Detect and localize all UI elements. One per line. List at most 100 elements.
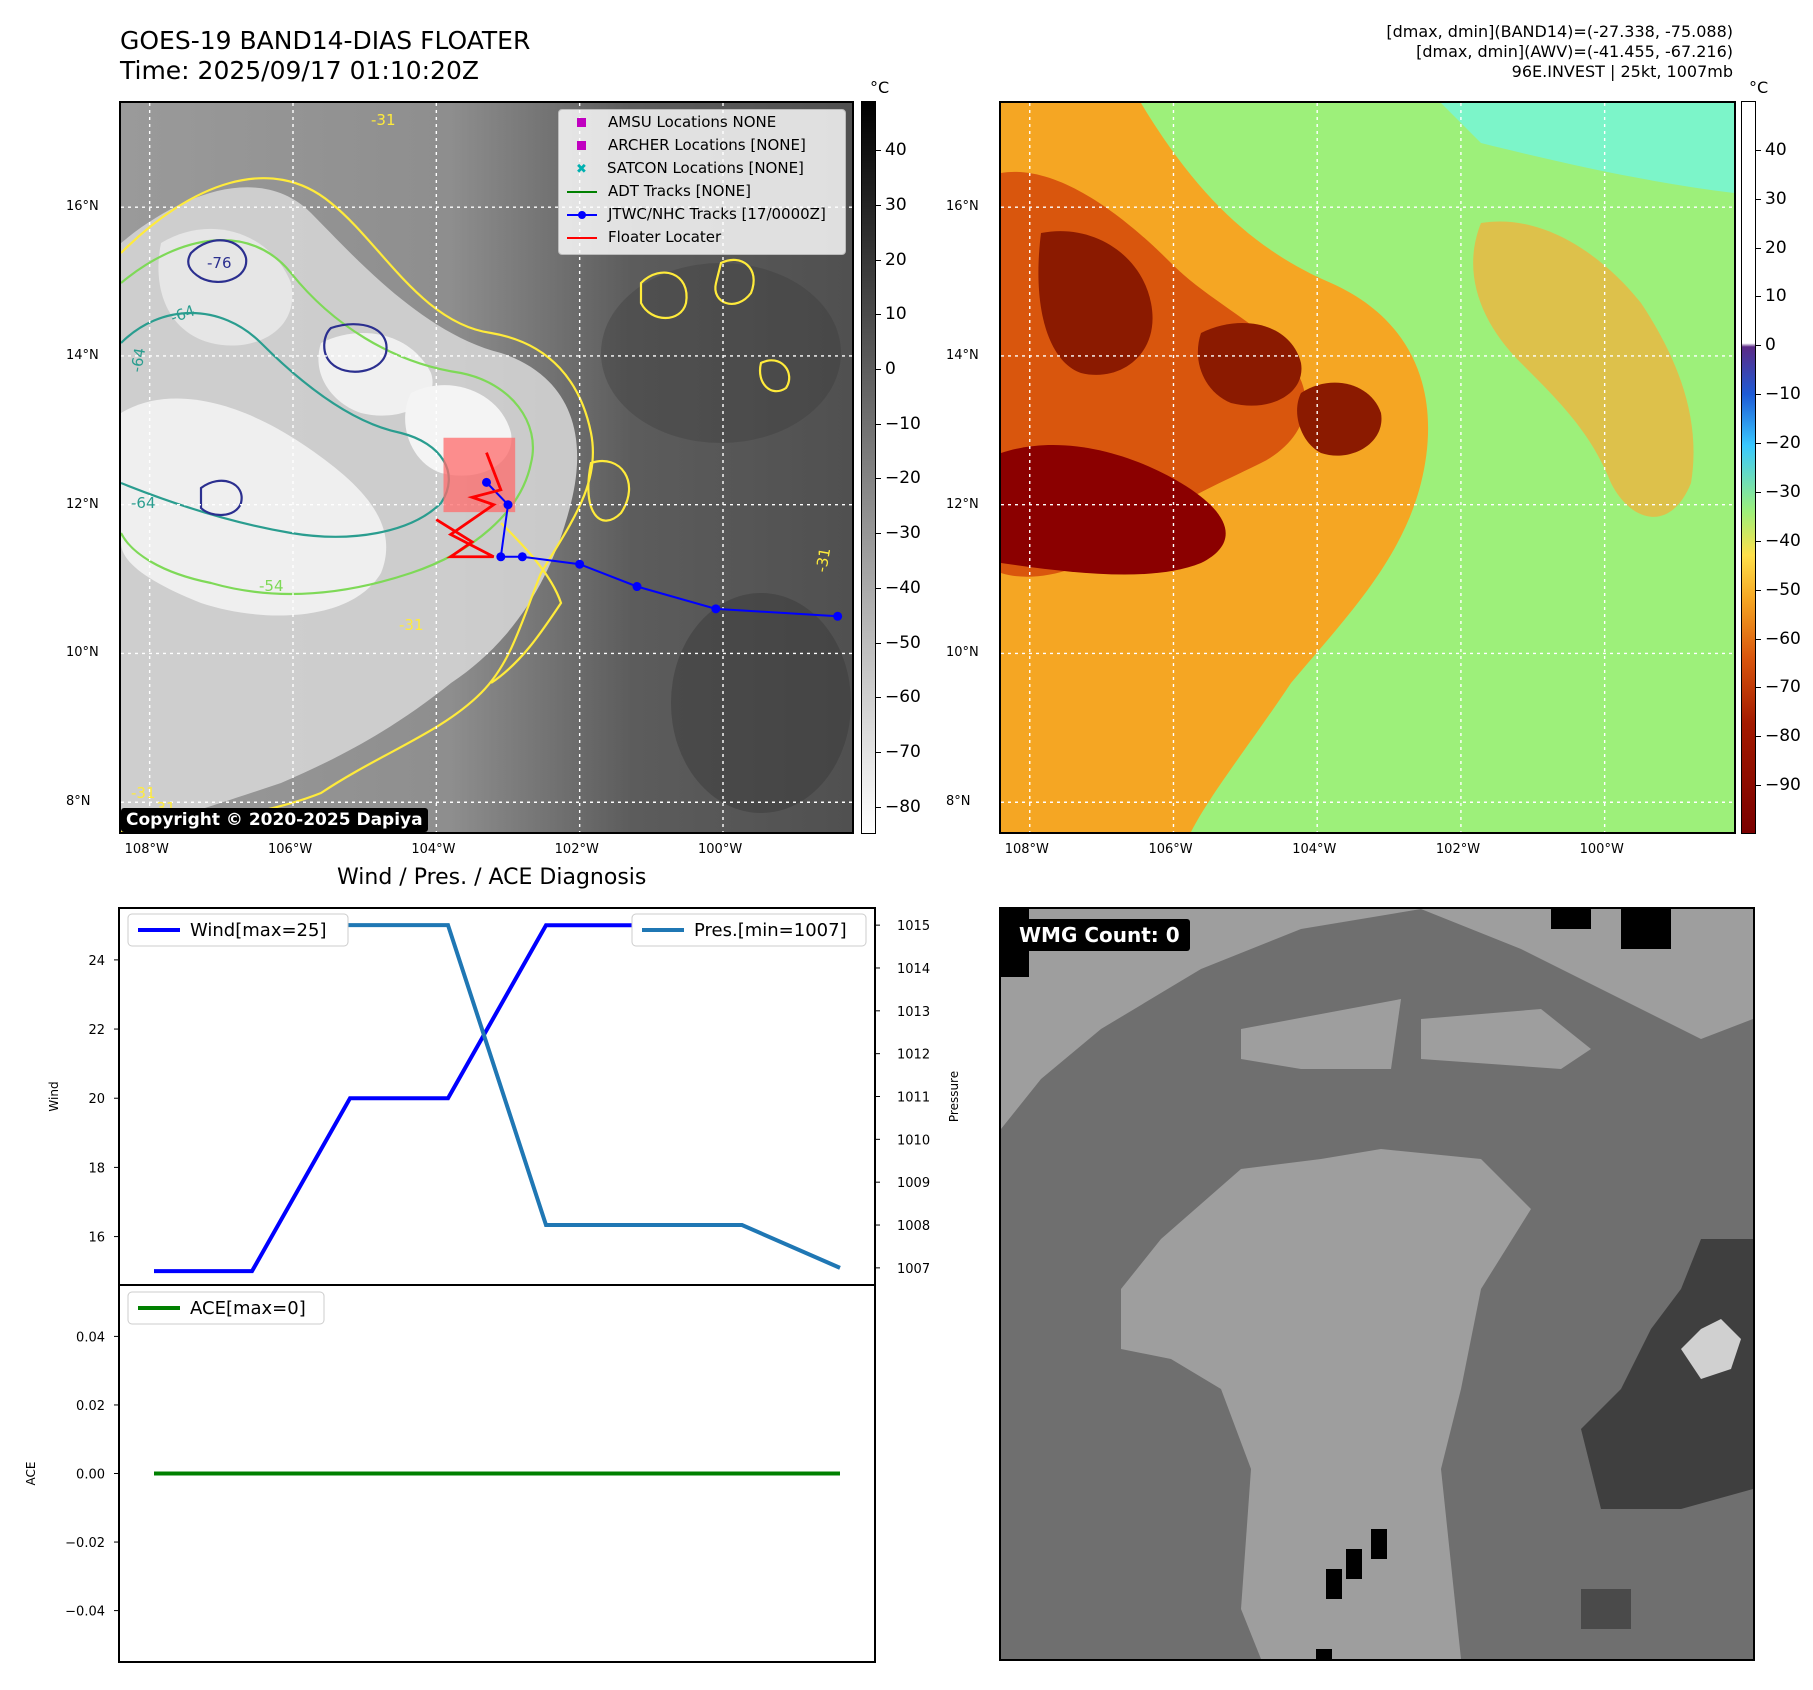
pressure-tick-label: 1009 xyxy=(897,1176,930,1191)
pressure-tick-label: 1010 xyxy=(897,1133,930,1148)
legend-label: AMSU Locations NONE xyxy=(608,113,776,131)
pressure-series-line xyxy=(154,925,840,1268)
awv-colorbar xyxy=(1741,101,1756,834)
colorbar-tick-mark xyxy=(1756,785,1761,786)
pressure-tick-label: 1013 xyxy=(897,1005,930,1020)
wind-tick-label: 16 xyxy=(88,1231,105,1246)
colorbar-tick-label: −40 xyxy=(885,578,921,598)
legend-item-jtwc: JTWC/NHC Tracks [17/0000Z] xyxy=(567,204,826,224)
wind-tick-label: 24 xyxy=(88,954,105,969)
colorbar-tick-mark xyxy=(876,643,881,644)
square-marker-icon xyxy=(577,118,586,127)
wmg-black-cell xyxy=(1316,1649,1332,1659)
legend-item-amsu: AMSU Locations NONE xyxy=(567,112,776,132)
colorbar-tick-mark xyxy=(876,752,881,753)
contour-label: -76 xyxy=(207,254,232,272)
legend-item-floater: Floater Locater xyxy=(567,227,721,247)
lat-tick-label: 14°N xyxy=(946,348,979,363)
lon-tick-label: 106°W xyxy=(268,842,312,857)
meta-line-3: 96E.INVEST | 25kt, 1007mb xyxy=(1386,62,1733,82)
lat-tick-label: 16°N xyxy=(66,199,99,214)
pressure-legend-label: Pres.[min=1007] xyxy=(694,920,847,941)
ir-colorbar xyxy=(861,101,876,834)
lat-tick-label: 10°N xyxy=(66,645,99,660)
wmg-dark-cell xyxy=(1581,1589,1631,1629)
colorbar-tick-mark xyxy=(876,478,881,479)
legend-item-archer: ARCHER Locations [NONE] xyxy=(567,135,806,155)
title-line-1: GOES-19 BAND14-DIAS FLOATER xyxy=(120,26,530,56)
jtwc-track-point xyxy=(833,612,842,621)
colorbar-tick-mark xyxy=(1756,541,1761,542)
lon-tick-label: 104°W xyxy=(411,842,455,857)
pressure-tick-label: 1014 xyxy=(897,962,930,977)
pressure-tick-label: 1012 xyxy=(897,1048,930,1063)
wind-tick-label: 22 xyxy=(88,1023,105,1038)
awv-map-svg xyxy=(1001,103,1734,832)
colorbar-tick-mark xyxy=(1756,443,1761,444)
chart-title: GOES-19 BAND14-DIAS FLOATER Time: 2025/0… xyxy=(120,26,530,86)
colorbar-tick-label: −70 xyxy=(885,742,921,762)
square-marker-icon xyxy=(577,141,586,150)
lon-tick-label: 108°W xyxy=(1005,842,1049,857)
colorbar-tick-label: −10 xyxy=(1765,384,1801,404)
legend-label: SATCON Locations [NONE] xyxy=(607,159,804,177)
legend-label: ADT Tracks [NONE] xyxy=(608,182,751,200)
lon-tick-label: 100°W xyxy=(698,842,742,857)
line-dot-marker-icon xyxy=(567,214,597,216)
colorbar-tick-label: −10 xyxy=(885,414,921,434)
legend-label: JTWC/NHC Tracks [17/0000Z] xyxy=(608,205,826,223)
colorbar-tick-mark xyxy=(876,314,881,315)
lat-tick-label: 12°N xyxy=(66,497,99,512)
colorbar-tick-label: −60 xyxy=(885,687,921,707)
lon-tick-label: 102°W xyxy=(555,842,599,857)
ace-tick-label: −0.04 xyxy=(65,1605,105,1620)
wmg-black-cell xyxy=(1551,909,1591,929)
wmg-black-cell xyxy=(1346,1549,1362,1579)
colorbar-tick-mark xyxy=(876,150,881,151)
meta-line-2: [dmax, dmin](AWV)=(-41.455, -67.216) xyxy=(1386,42,1733,62)
lon-tick-label: 102°W xyxy=(1436,842,1480,857)
lon-tick-label: 108°W xyxy=(125,842,169,857)
ir-dark-patch xyxy=(671,593,851,813)
colorbar-tick-label: −40 xyxy=(1765,531,1801,551)
colorbar-tick-label: −30 xyxy=(1765,482,1801,502)
wind-axes-frame xyxy=(119,908,875,1285)
jtwc-track-point xyxy=(711,604,720,613)
colorbar-tick-mark xyxy=(876,588,881,589)
lon-tick-label: 106°W xyxy=(1148,842,1192,857)
colorbar-tick-label: 40 xyxy=(1765,140,1787,160)
ir-dark-patch xyxy=(601,263,841,443)
copyright-label: Copyright © 2020-2025 Dapiya xyxy=(121,808,428,832)
colorbar-tick-mark xyxy=(1756,492,1761,493)
wmg-black-cell xyxy=(1371,1529,1387,1559)
wmg-count-label: WMG Count: 0 xyxy=(1009,919,1190,951)
colorbar-tick-mark xyxy=(1756,345,1761,346)
pressure-tick-label: 1008 xyxy=(897,1219,930,1234)
jtwc-track-point xyxy=(575,560,584,569)
ace-axis-label: ACE xyxy=(24,1462,38,1486)
legend-item-satcon: ✖ SATCON Locations [NONE] xyxy=(567,158,804,178)
lat-tick-label: 16°N xyxy=(946,199,979,214)
wind-tick-label: 20 xyxy=(88,1092,105,1107)
wind-tick-label: 18 xyxy=(88,1161,105,1176)
colorbar-tick-mark xyxy=(876,369,881,370)
colorbar-tick-mark xyxy=(1756,150,1761,151)
line-marker-icon xyxy=(567,191,597,193)
lon-tick-label: 104°W xyxy=(1292,842,1336,857)
colorbar-tick-label: −30 xyxy=(885,523,921,543)
colorbar-tick-mark xyxy=(1756,736,1761,737)
wind-legend-label: Wind[max=25] xyxy=(190,920,327,941)
colorbar-tick-mark xyxy=(876,260,881,261)
wmg-black-cell xyxy=(1621,909,1671,949)
colorbar-tick-label: 20 xyxy=(1765,238,1787,258)
colorbar-tick-mark xyxy=(1756,296,1761,297)
pressure-tick-label: 1007 xyxy=(897,1262,930,1277)
lat-tick-label: 12°N xyxy=(946,497,979,512)
contour-label: -64 xyxy=(131,494,156,512)
wmg-black-cell xyxy=(1326,1569,1342,1599)
diag-chart: 2422201816101510141013101210111010100910… xyxy=(0,890,1000,1690)
colorbar-tick-label: −70 xyxy=(1765,677,1801,697)
lat-tick-label: 14°N xyxy=(66,348,99,363)
colorbar-tick-mark xyxy=(1756,639,1761,640)
contour-label: -31 xyxy=(399,616,424,634)
